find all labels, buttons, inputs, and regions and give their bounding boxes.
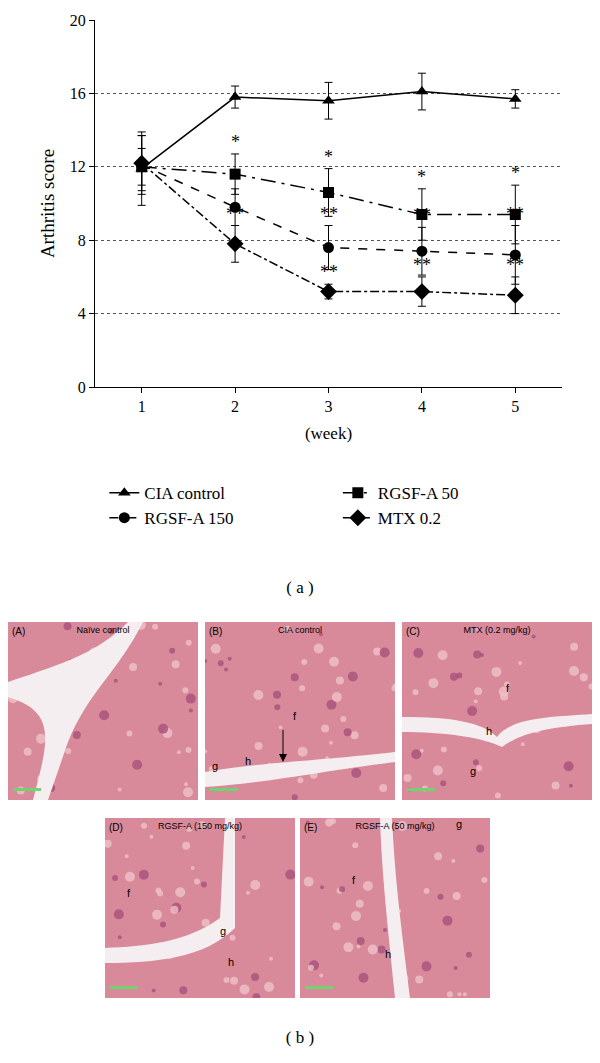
svg-text:16: 16 — [70, 85, 86, 102]
svg-text:RGSF-A (50 mg/kg): RGSF-A (50 mg/kg) — [355, 821, 434, 831]
svg-text:**: ** — [320, 204, 338, 224]
svg-text:MTX (0.2 mg/kg): MTX (0.2 mg/kg) — [463, 625, 530, 635]
svg-text:5: 5 — [511, 398, 519, 415]
svg-text:(B): (B) — [209, 626, 222, 637]
svg-text:12: 12 — [70, 158, 86, 175]
svg-text:1: 1 — [138, 398, 146, 415]
svg-text:**: ** — [506, 204, 524, 224]
svg-text:20: 20 — [70, 12, 86, 29]
html-text:( a ): ( a ) — [286, 578, 314, 597]
svg-text:Arthritis score: Arthritis score — [37, 149, 58, 258]
svg-text:CIA control: CIA control — [144, 484, 225, 503]
svg-text:MTX 0.2: MTX 0.2 — [378, 509, 441, 528]
svg-text:g: g — [220, 925, 226, 937]
svg-text:*: * — [511, 163, 520, 183]
svg-text:(D): (D) — [109, 822, 123, 833]
svg-text:(E): (E) — [304, 822, 317, 833]
svg-text:*: * — [417, 167, 426, 187]
svg-text:f: f — [127, 887, 131, 899]
svg-text:**: ** — [413, 205, 431, 225]
svg-text:(week): (week) — [305, 424, 352, 443]
svg-text:RGSF-A 50: RGSF-A 50 — [378, 484, 459, 503]
svg-text:g: g — [212, 760, 218, 772]
svg-text:**: ** — [506, 255, 524, 275]
svg-text:4: 4 — [418, 398, 426, 415]
svg-text:f: f — [506, 682, 510, 694]
html-text:( b ): ( b ) — [285, 1028, 315, 1047]
svg-text:4: 4 — [78, 305, 86, 322]
svg-text:*: * — [324, 147, 333, 167]
svg-text:h: h — [385, 948, 391, 960]
svg-text:RGSF-A 150: RGSF-A 150 — [144, 509, 233, 528]
svg-text:0: 0 — [78, 379, 86, 396]
svg-text:f: f — [352, 874, 356, 886]
svg-text:2: 2 — [231, 398, 239, 415]
svg-text:RGSF-A (150 mg/kg): RGSF-A (150 mg/kg) — [158, 821, 242, 831]
svg-text:h: h — [228, 956, 234, 968]
svg-text:3: 3 — [325, 398, 333, 415]
svg-text:8: 8 — [78, 232, 86, 249]
svg-text:*: * — [231, 132, 240, 152]
svg-text:**: ** — [413, 255, 431, 275]
svg-text:(A): (A) — [12, 626, 25, 637]
svg-text:Naïve control: Naïve control — [76, 625, 129, 635]
svg-text:CIA control: CIA control — [278, 625, 322, 635]
svg-text:h: h — [245, 755, 251, 767]
svg-text:**: ** — [320, 262, 338, 282]
svg-text:**: ** — [226, 204, 244, 224]
svg-text:h: h — [486, 725, 492, 737]
svg-text:g: g — [470, 765, 476, 777]
svg-text:f: f — [293, 710, 297, 722]
svg-text:g: g — [456, 818, 462, 830]
svg-text:(C): (C) — [406, 626, 420, 637]
